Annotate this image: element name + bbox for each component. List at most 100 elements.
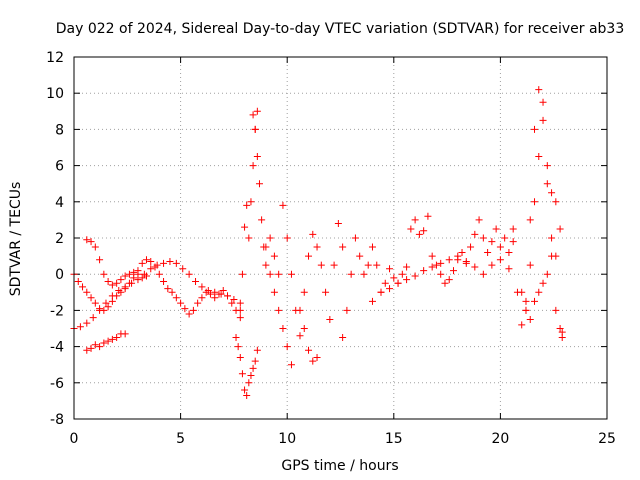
data-point [117, 276, 125, 284]
data-point [219, 286, 227, 294]
series-track-l [509, 86, 566, 336]
data-point [283, 343, 291, 351]
data-point [522, 297, 530, 305]
data-point [189, 306, 197, 314]
data-point [147, 258, 155, 266]
data-point [108, 281, 116, 289]
data-point [368, 243, 376, 251]
data-point [531, 297, 539, 305]
data-point [326, 315, 334, 323]
data-point [386, 285, 394, 293]
data-point [518, 288, 526, 296]
y-tick-label: 2 [55, 231, 64, 247]
data-point [428, 252, 436, 260]
data-point [296, 306, 304, 314]
series-track-k [368, 252, 513, 305]
data-point [236, 353, 244, 361]
data-point [309, 230, 317, 238]
data-point [253, 153, 261, 161]
data-point [108, 335, 116, 343]
data-point [113, 279, 121, 287]
data-point [87, 294, 95, 302]
data-point [87, 344, 95, 352]
data-point [552, 306, 560, 314]
data-point [87, 238, 95, 246]
data-point [224, 292, 232, 300]
data-point [411, 272, 419, 280]
chart-title: Day 022 of 2024, Sidereal Day-to-day VTE… [56, 21, 625, 37]
data-point [147, 265, 155, 273]
data-point [241, 386, 249, 394]
data-point [236, 306, 244, 314]
data-point [245, 234, 253, 242]
data-point [104, 337, 112, 345]
axis-ticks: 0 5 10 15 20 25 -8 -6 -4 -2 0 2 4 6 8 10 12 [46, 50, 616, 447]
data-point [275, 306, 283, 314]
data-point [432, 261, 440, 269]
data-point [403, 263, 411, 271]
data-point [300, 288, 308, 296]
y-tick-label: -2 [50, 303, 64, 319]
data-point [255, 180, 263, 188]
y-tick-label: 4 [55, 195, 64, 211]
data-point [172, 294, 180, 302]
data-point [535, 86, 543, 94]
data-point [249, 111, 257, 119]
data-point [488, 238, 496, 246]
data-point [74, 277, 82, 285]
data-point [445, 276, 453, 284]
data-point [509, 238, 517, 246]
data-point [398, 270, 406, 278]
data-point [270, 252, 278, 260]
data-point [104, 303, 112, 311]
data-point [531, 198, 539, 206]
y-tick-label: -6 [50, 376, 64, 392]
data-point [339, 334, 347, 342]
data-point [279, 325, 287, 332]
data-point [449, 267, 457, 275]
data-point [177, 299, 185, 307]
data-point [351, 234, 359, 242]
series-track-g [249, 111, 295, 369]
data-point [253, 107, 261, 115]
data-point [262, 261, 270, 269]
data-point [334, 220, 342, 228]
data-point [108, 297, 116, 305]
data-point [249, 162, 257, 170]
data-point [505, 265, 513, 273]
data-point [305, 252, 313, 260]
y-tick-label: 8 [55, 122, 64, 138]
series-track-i [296, 306, 321, 365]
series-track-m [522, 116, 566, 342]
data-point [198, 294, 206, 302]
data-point [172, 259, 180, 267]
data-point [454, 252, 462, 260]
series-track-c [83, 236, 150, 289]
data-point [522, 306, 530, 314]
x-axis-label: GPS time / hours [281, 458, 398, 474]
x-tick-label: 0 [70, 431, 79, 447]
data-point [368, 297, 376, 305]
data-point [270, 288, 278, 296]
data-point [206, 290, 214, 298]
data-point [373, 261, 381, 269]
data-point [238, 270, 246, 278]
data-point [83, 288, 91, 296]
data-point [113, 292, 121, 300]
data-point [245, 379, 253, 387]
data-point [539, 98, 547, 106]
series-track-f [236, 107, 261, 314]
data-point [300, 325, 308, 332]
data-point [142, 256, 150, 264]
data-point [505, 248, 513, 256]
x-tick-label: 10 [278, 431, 296, 447]
data-point [415, 230, 423, 238]
data-point [403, 276, 411, 284]
data-point [296, 332, 304, 340]
data-point [215, 290, 223, 298]
data-point [424, 212, 432, 220]
data-point [185, 270, 193, 278]
data-point [390, 274, 398, 282]
data-point [437, 259, 445, 267]
data-point [356, 252, 364, 260]
